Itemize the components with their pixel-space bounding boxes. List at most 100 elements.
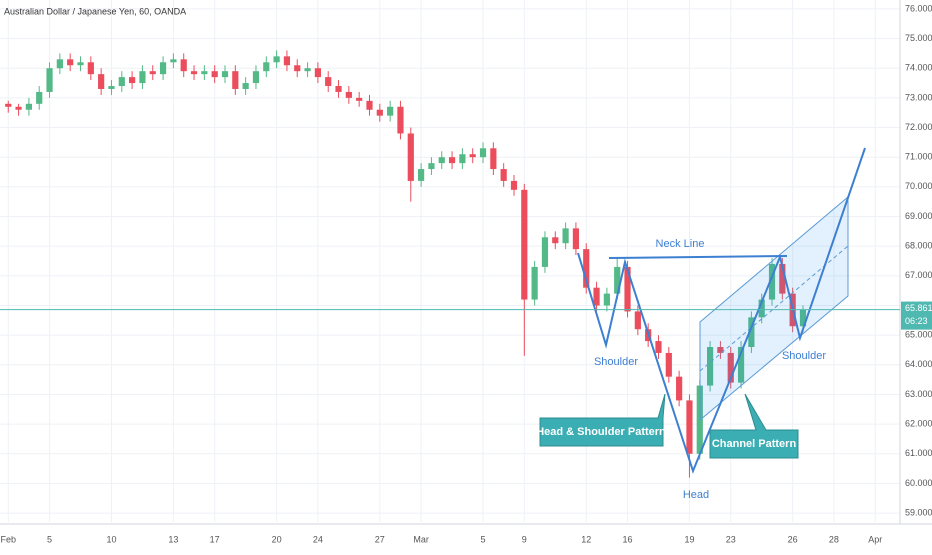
annotation: Head & Shoulder Pattern xyxy=(536,426,666,438)
candle-body xyxy=(149,71,156,75)
candle-body xyxy=(5,103,12,107)
y-tick-label: 70.000 xyxy=(905,181,932,191)
candle-body xyxy=(510,180,518,190)
candle-body xyxy=(531,266,538,300)
annotation: Head xyxy=(683,489,709,501)
candle-body xyxy=(706,347,714,386)
candle-body xyxy=(758,299,765,318)
x-tick-label: 26 xyxy=(788,534,798,544)
y-tick-label: 67.000 xyxy=(905,270,932,280)
candle-body xyxy=(325,77,332,87)
annotation: Neck Line xyxy=(656,238,705,250)
y-tick-label: 63.000 xyxy=(905,389,932,399)
candle-body xyxy=(397,106,404,134)
candle-body xyxy=(479,148,487,158)
candle-body xyxy=(304,68,311,72)
annotation: Shoulder xyxy=(782,350,826,362)
candle-body xyxy=(314,68,321,78)
candle-body xyxy=(717,347,724,353)
x-tick-label: 17 xyxy=(210,534,220,544)
candle-body xyxy=(108,86,115,89)
candle-body xyxy=(727,352,734,383)
y-tick-label: 75.000 xyxy=(905,33,932,43)
candle-body xyxy=(211,71,218,78)
pattern-line xyxy=(577,147,866,474)
y-tick-label: 73.000 xyxy=(905,92,932,102)
x-tick-label: 10 xyxy=(106,534,116,544)
candle-body xyxy=(376,109,383,116)
y-tick-label: 68.000 xyxy=(905,241,932,251)
candle-body xyxy=(469,154,476,158)
y-tick-label: 76.000 xyxy=(905,3,932,13)
candle-body xyxy=(448,157,456,164)
x-tick-label: 5 xyxy=(481,534,486,544)
y-tick-label: 71.000 xyxy=(905,152,932,162)
x-tick-label: 12 xyxy=(581,534,591,544)
candle-body xyxy=(779,263,786,294)
candle-body xyxy=(67,59,74,66)
y-tick-label: 64.000 xyxy=(905,359,932,369)
candle-body xyxy=(768,263,776,300)
candle-body xyxy=(614,266,621,294)
candle-body xyxy=(676,376,683,401)
candle-body xyxy=(221,71,229,78)
candle-body xyxy=(624,266,631,312)
candle-body xyxy=(273,56,280,63)
candle-body xyxy=(15,106,22,110)
candle-body xyxy=(428,163,435,170)
candle-body xyxy=(459,154,466,164)
candle-body xyxy=(603,293,610,306)
candle-body xyxy=(139,71,146,84)
candle-body xyxy=(799,309,807,327)
x-tick-label: 20 xyxy=(272,534,282,544)
candle-body xyxy=(294,65,301,72)
candle-body xyxy=(562,228,569,244)
candle-body xyxy=(98,74,105,89)
candle-body xyxy=(490,148,497,170)
candle-body xyxy=(686,400,693,454)
y-tick-label: 72.000 xyxy=(905,122,932,132)
candle-body xyxy=(159,62,167,75)
x-tick-label: Mar xyxy=(413,534,429,544)
candle-body xyxy=(56,59,63,69)
candle-body xyxy=(77,62,84,66)
candle-body xyxy=(25,103,32,110)
candle-body xyxy=(593,287,600,306)
candle-body xyxy=(201,71,208,75)
grid xyxy=(0,0,900,522)
x-tick-label: 28 xyxy=(829,534,839,544)
x-tick-label: Apr xyxy=(868,534,882,544)
y-tick-label: 62.000 xyxy=(905,419,932,429)
candle-body xyxy=(521,189,528,300)
candle-body xyxy=(655,341,662,353)
candle-body xyxy=(283,56,291,66)
candle-body xyxy=(252,71,260,84)
candle-body xyxy=(242,83,249,89)
candle-body xyxy=(572,228,580,250)
y-tick-label: 65.000 xyxy=(905,330,932,340)
candle-body xyxy=(583,249,590,288)
x-tick-label: Feb xyxy=(0,534,16,544)
candle-body xyxy=(170,59,177,63)
candle-body xyxy=(118,77,125,87)
x-tick-label: 9 xyxy=(522,534,527,544)
candle-body xyxy=(36,91,43,104)
candle-body xyxy=(387,106,394,116)
candle-body xyxy=(665,352,672,377)
annotation: Shoulder xyxy=(594,356,638,368)
candle-body xyxy=(232,71,239,89)
candle-body xyxy=(418,169,425,181)
last-price-label: 65.861 xyxy=(905,303,932,313)
candle-body xyxy=(500,169,507,181)
countdown: 06:23 xyxy=(905,316,928,326)
x-tick-label: 24 xyxy=(313,534,323,544)
candle-body xyxy=(748,317,755,348)
candle-body xyxy=(46,68,53,92)
chart-title: Australian Dollar / Japanese Yen, 60, OA… xyxy=(4,6,186,16)
x-tick-label: 5 xyxy=(47,534,52,544)
x-tick-label: 27 xyxy=(375,534,385,544)
y-tick-label: 74.000 xyxy=(905,63,932,73)
candle-body xyxy=(190,71,198,75)
last-price-box xyxy=(901,301,932,330)
